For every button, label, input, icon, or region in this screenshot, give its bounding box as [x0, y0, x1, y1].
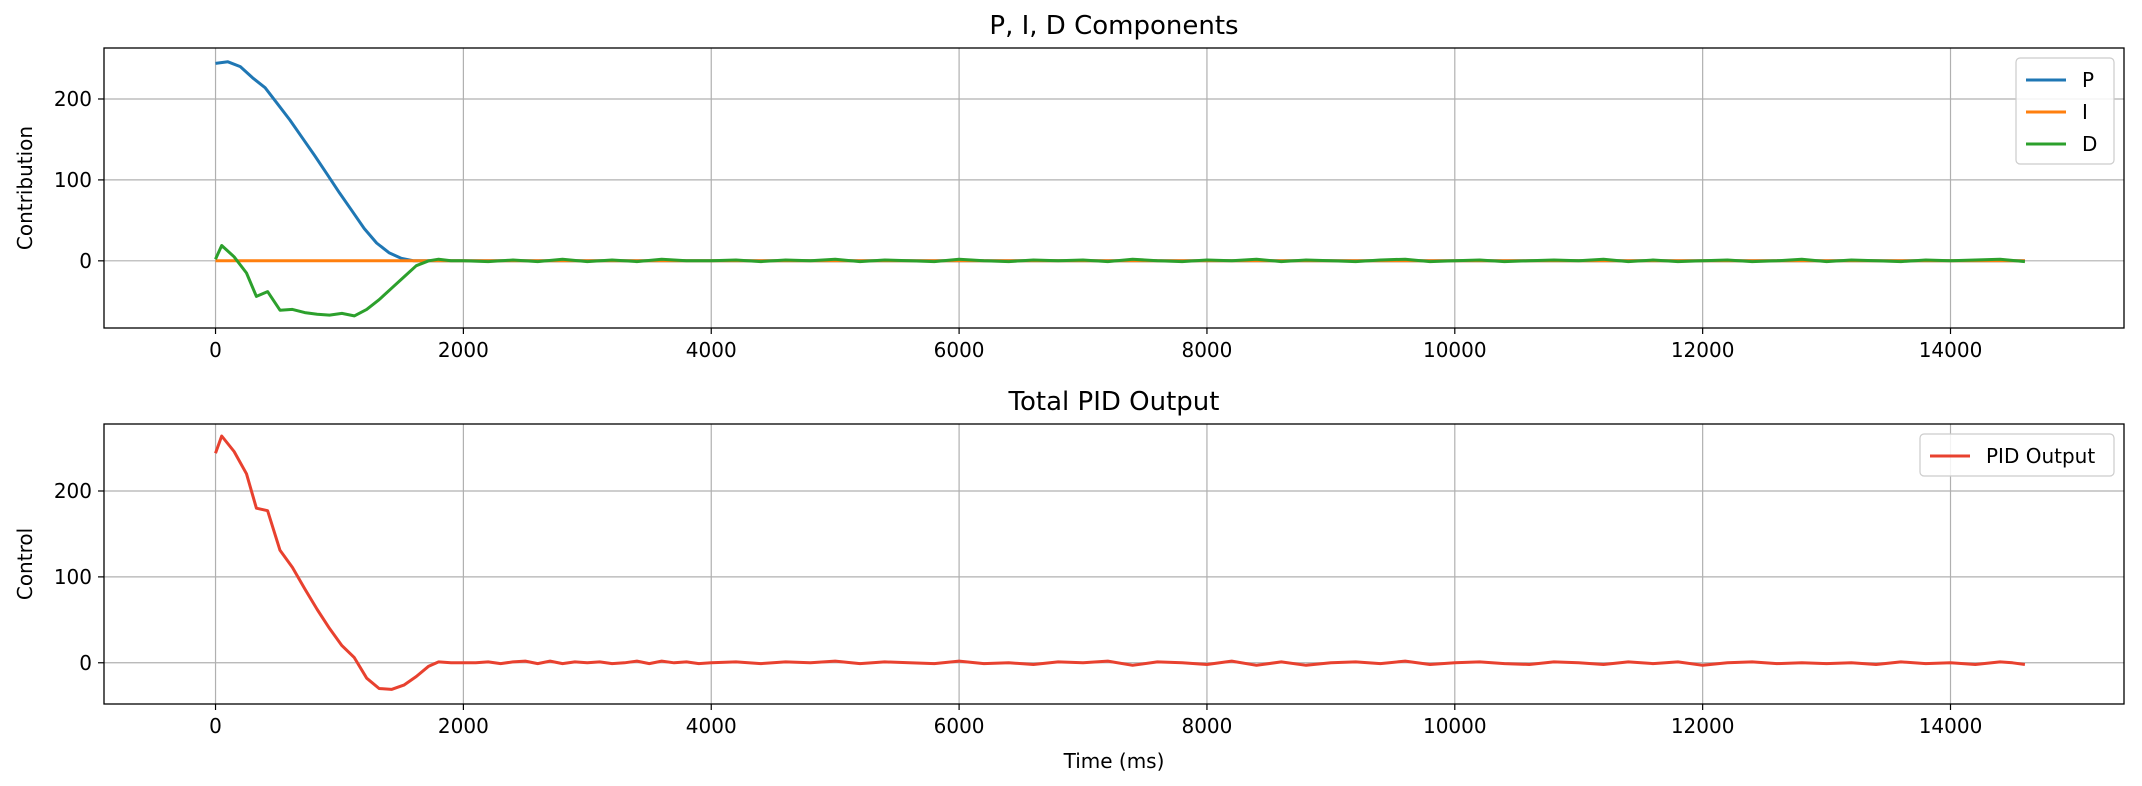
y-axis-label: Control [13, 528, 37, 600]
legend-label: P [2082, 68, 2094, 92]
chart-title: P, I, D Components [989, 11, 1238, 41]
y-tick-label: 100 [54, 565, 92, 589]
x-tick-label: 0 [209, 338, 222, 362]
legend: PID [2015, 57, 2115, 165]
x-tick-label: 6000 [934, 714, 985, 738]
legend-label: PID Output [1986, 444, 2095, 468]
x-axis-label: Time (ms) [1063, 749, 1165, 773]
x-tick-label: 6000 [934, 338, 985, 362]
chart-panel-2: 0 2000 4000 6000 8000 10000 12000 14000 0 100 200 T… [13, 387, 2125, 773]
x-tick-label: 4000 [686, 338, 737, 362]
x-tick-label: 14000 [1919, 714, 1983, 738]
x-tick-label: 14000 [1919, 338, 1983, 362]
y-tick-label: 200 [54, 479, 92, 503]
legend: PID Output [1919, 433, 2115, 477]
x-tick-label: 2000 [438, 338, 489, 362]
y-tick-label: 100 [54, 168, 92, 192]
x-tick-label: 10000 [1423, 714, 1487, 738]
series-line-pid-output [214, 434, 2026, 691]
x-tick-label: 8000 [1181, 338, 1232, 362]
y-tick-label: 0 [79, 651, 92, 675]
legend-label: D [2082, 132, 2097, 156]
plot-frame [103, 47, 2125, 329]
legend-label: I [2082, 100, 2088, 124]
x-tick-label: 0 [209, 714, 222, 738]
x-tick-label: 12000 [1671, 714, 1735, 738]
series-line-p [215, 60, 2025, 263]
legend-box [1919, 433, 2115, 477]
chart-panel-1: 0 2000 4000 6000 8000 10000 12000 14000 0 100 200 P… [13, 11, 2125, 362]
x-tick-label: 4000 [686, 714, 737, 738]
y-tick-label: 0 [79, 249, 92, 273]
x-tick-label: 12000 [1671, 338, 1735, 362]
x-tick-label: 8000 [1181, 714, 1232, 738]
x-tick-label: 2000 [438, 714, 489, 738]
x-tick-label: 10000 [1423, 338, 1487, 362]
y-tick-label: 200 [54, 87, 92, 111]
y-axis-label: Contribution [13, 126, 37, 250]
chart-title: Total PID Output [1008, 387, 1220, 417]
series-line-d [214, 244, 2026, 318]
plot-frame [103, 423, 2125, 705]
